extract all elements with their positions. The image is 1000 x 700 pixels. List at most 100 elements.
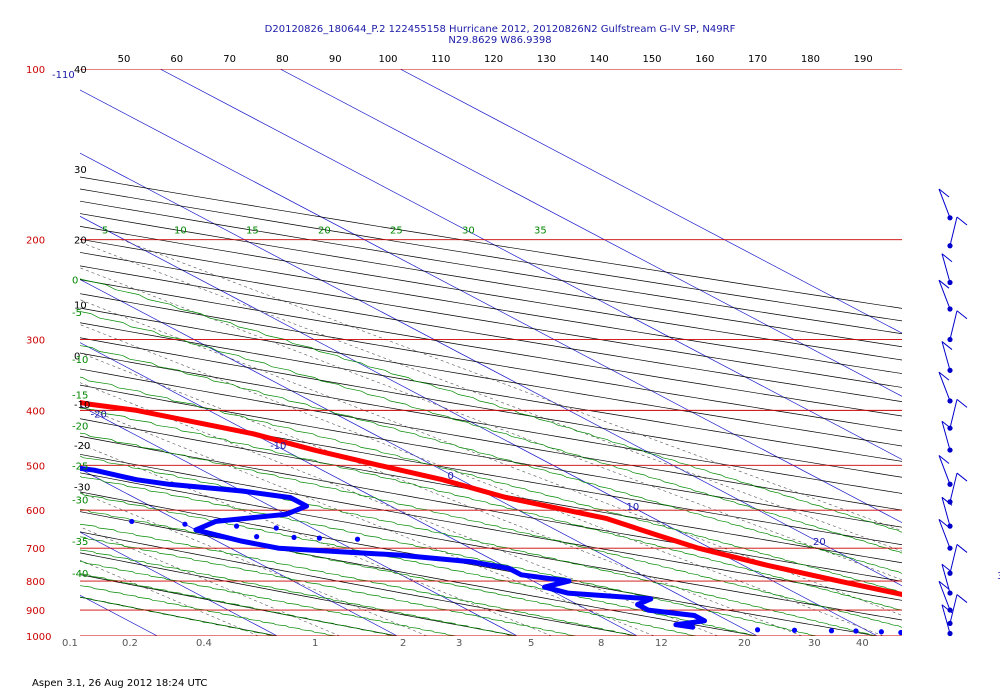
wind-barb-flag — [938, 371, 950, 381]
dewpoint-marker — [316, 535, 323, 541]
moist-left-label: -5 — [72, 308, 82, 319]
isotherm-line — [159, 69, 902, 460]
dry-adiabat-label: -10 — [74, 400, 90, 411]
dewpoint-marker — [853, 628, 859, 634]
temperature-trace-point — [14, 389, 19, 394]
top-tick-label: 90 — [329, 54, 342, 65]
isotherm-line — [80, 531, 278, 636]
wind-barb-staff — [938, 280, 951, 310]
wind-barb-point — [947, 590, 953, 596]
wind-barb-flag — [956, 594, 968, 603]
isotherm-label: -10 — [270, 441, 286, 452]
temperature-trace-point — [86, 401, 92, 407]
dewpoint-marker — [828, 628, 835, 634]
pressure-label: 1000 — [26, 632, 51, 643]
chart-subtitle: N29.8629 W86.9398 — [448, 35, 552, 46]
dry-adiabat-line — [80, 491, 878, 636]
mixing-ratio-line — [80, 382, 719, 636]
temperature-trace-point — [376, 463, 382, 468]
wind-barb-staff — [941, 604, 951, 634]
isotherm-line — [279, 69, 902, 397]
wind-barb-staff — [941, 497, 951, 527]
moist-adiabat-label: 30 — [462, 226, 475, 237]
dewpoint-trace-point — [506, 566, 512, 571]
mixing-ratio-label: 0.4 — [196, 638, 212, 649]
mixing-ratio-label: 0.2 — [122, 638, 138, 649]
dry-adiabat-label: -30 — [74, 483, 90, 494]
dewpoint-marker — [129, 518, 135, 525]
moist-adiabat-label: 5 — [102, 226, 108, 237]
moist-adiabat-line — [80, 549, 518, 636]
mixing-ratio-line — [80, 491, 428, 636]
wind-barb-flag — [938, 455, 950, 464]
pressure-label: 300 — [26, 336, 45, 347]
dry-adiabat-line — [80, 279, 902, 417]
wind-barb-flag — [941, 420, 953, 430]
top-tick-label: 100 — [378, 54, 397, 65]
isotherm-label: 20 — [813, 537, 826, 548]
dewpoint-marker — [918, 631, 923, 636]
wind-barb-flag — [938, 518, 950, 528]
dry-adiabat-line — [80, 531, 638, 636]
wind-barb-flag — [956, 544, 968, 553]
dewpoint-marker — [791, 627, 798, 633]
dry-adiabat-line — [80, 511, 758, 636]
wind-barb-flag — [938, 188, 950, 198]
dewpoint-trace-point — [566, 578, 572, 584]
wind-barb-staff — [949, 216, 958, 246]
moist-adiabat-line — [80, 573, 398, 636]
wind-barb-staff — [941, 421, 951, 451]
dewpoint-marker — [55, 518, 60, 523]
dry-adiabat-line — [80, 213, 902, 348]
temperature-trace-point — [250, 431, 256, 437]
wind-barb-staff — [941, 564, 951, 594]
dry-adiabat-label: 30 — [74, 165, 87, 176]
moist-adiabat-line — [80, 597, 278, 636]
mixing-ratio-label: 8 — [598, 638, 604, 649]
moist-left-label: -35 — [72, 537, 88, 548]
mixing-ratio-label: 2 — [400, 638, 406, 649]
isotherm-label: 0 — [447, 471, 453, 482]
moist-adiabat-label: 25 — [390, 226, 403, 237]
moist-left-label: -30 — [72, 496, 88, 507]
dewpoint-trace-point — [166, 481, 172, 487]
pressure-label: 600 — [26, 506, 45, 517]
pressure-label: 900 — [26, 606, 45, 617]
temperature-trace-point — [134, 408, 139, 413]
dewpoint-trace-point — [13, 458, 18, 463]
pressure-label: 700 — [26, 544, 45, 555]
wind-barb-flag — [941, 563, 953, 573]
footer-version: Aspen 3.1, 26 Aug 2012 18:24 UTC — [32, 678, 208, 689]
dewpoint-trace-point — [648, 596, 654, 602]
dry-adiabat-line — [80, 176, 902, 309]
dewpoint-trace-point — [397, 552, 403, 558]
dewpoint-marker — [254, 534, 260, 540]
wind-barb-flag — [941, 604, 953, 614]
top-tick-label: 130 — [537, 54, 556, 65]
dry-adiabat-label: 0 — [74, 351, 80, 362]
temperature-trace-point — [764, 562, 770, 568]
mixing-ratio-line — [121, 239, 902, 532]
dewpoint-marker — [754, 627, 761, 633]
pressure-label: 200 — [26, 236, 45, 247]
isotherm-line — [80, 215, 878, 636]
mixing-ratio-label: 5 — [528, 638, 534, 649]
dewpoint-marker — [215, 532, 222, 539]
dewpoint-trace-point — [288, 495, 293, 500]
wind-barb-staff — [949, 544, 958, 574]
dewpoint-trace-point — [635, 602, 640, 607]
dewpoint-trace-point — [193, 527, 199, 533]
mixing-ratio-label: 20 — [738, 638, 751, 649]
pressure-label: 800 — [26, 577, 45, 588]
dewpoint-trace-point — [238, 538, 244, 544]
dewpoint-trace-point — [255, 490, 261, 496]
mixing-ratio-label: 12 — [655, 638, 668, 649]
top-tick-label: 60 — [170, 54, 183, 65]
wind-barb-point — [947, 607, 953, 613]
dry-adiabat-label: 20 — [74, 236, 87, 247]
mixing-ratio-line — [80, 324, 884, 636]
top-tick-label: 170 — [748, 54, 767, 65]
dewpoint-trace-point — [692, 613, 697, 618]
wind-barb-flag — [941, 253, 953, 263]
moist-left-label: -20 — [72, 421, 88, 432]
